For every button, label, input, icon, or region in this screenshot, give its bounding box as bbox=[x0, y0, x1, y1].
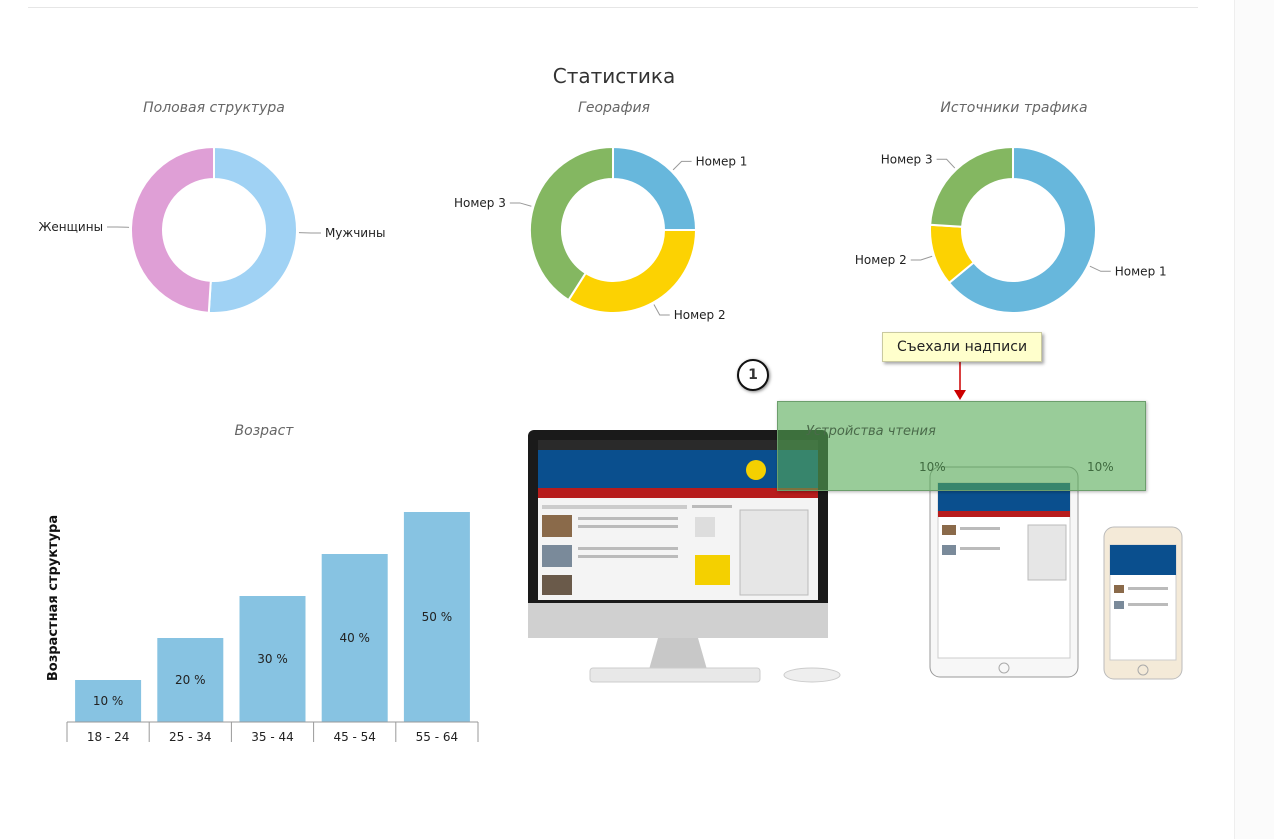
age-bar bbox=[403, 512, 470, 722]
age-bar bbox=[157, 638, 224, 722]
geography-slice bbox=[612, 145, 698, 231]
annotation-callout: Съехали надписи bbox=[882, 332, 1042, 362]
age-tick-label: 18 - 24 bbox=[87, 730, 130, 744]
age-tick-label: 45 - 54 bbox=[333, 730, 376, 744]
geography-slice-label: Номер 3 bbox=[454, 196, 506, 210]
geography-slice-label: Номер 2 bbox=[674, 308, 726, 322]
geography-slice bbox=[529, 145, 614, 302]
gender-slice bbox=[130, 145, 215, 314]
mouse bbox=[783, 667, 841, 683]
age-bar bbox=[75, 680, 142, 722]
age-chart-title: Возраст bbox=[234, 423, 294, 439]
traffic-label-line bbox=[910, 255, 933, 261]
devices-illustration bbox=[528, 430, 1183, 683]
age-tick-label: 35 - 44 bbox=[251, 730, 294, 744]
page-title: Статистика bbox=[552, 64, 676, 88]
keyboard bbox=[589, 667, 761, 683]
geography-label-line bbox=[653, 304, 670, 316]
traffic-donut-chart: Номер 1 Номер 2 Номер 3 bbox=[855, 145, 1167, 314]
age-bar bbox=[321, 554, 388, 722]
age-bar bbox=[239, 596, 306, 722]
geography-chart-title: Георафия bbox=[578, 100, 650, 116]
traffic-slice-label: Номер 3 bbox=[881, 152, 933, 166]
age-bar-value-label: 20 % bbox=[175, 673, 206, 687]
age-bar-value-label: 40 % bbox=[339, 631, 370, 645]
traffic-slice bbox=[929, 145, 1014, 228]
age-tick-label: 55 - 64 bbox=[416, 730, 459, 744]
age-bar-chart: 10 % 18 - 24 20 % 25 - 34 30 % 35 - 44 40 % 45 … bbox=[46, 512, 479, 744]
annotation-marker: 1 bbox=[737, 359, 769, 391]
devices-label-2: 10% bbox=[1087, 460, 1114, 474]
geography-label-line bbox=[672, 160, 692, 171]
age-bar-value-label: 50 % bbox=[422, 610, 453, 624]
gender-donut-chart: Мужчины Женщины bbox=[38, 145, 385, 314]
geography-slice bbox=[567, 229, 698, 314]
geography-donut-chart: Номер 1 Номер 2 Номер 3 bbox=[454, 145, 748, 322]
traffic-label-line bbox=[1089, 265, 1111, 272]
devices-label-1: 10% bbox=[919, 460, 946, 474]
highlight-box bbox=[777, 401, 1146, 491]
gender-slice-label: Женщины bbox=[38, 220, 103, 234]
traffic-label-line bbox=[936, 158, 956, 169]
gender-slice bbox=[207, 145, 298, 314]
geography-slice-label: Номер 1 bbox=[696, 154, 748, 168]
traffic-slice-label: Номер 1 bbox=[1115, 264, 1167, 278]
gender-chart-title: Половая структура bbox=[143, 100, 285, 116]
age-bar-value-label: 10 % bbox=[93, 694, 124, 708]
top-divider bbox=[28, 7, 1198, 8]
age-bar-value-label: 30 % bbox=[257, 652, 288, 666]
gender-slice-label: Мужчины bbox=[325, 226, 385, 240]
decorative-sidebar bbox=[1234, 0, 1274, 839]
traffic-chart-title: Источники трафика bbox=[940, 100, 1088, 116]
geography-label-line bbox=[509, 202, 532, 207]
age-tick-label: 25 - 34 bbox=[169, 730, 212, 744]
devices-title: Устройства чтения bbox=[806, 424, 936, 439]
traffic-slice-label: Номер 2 bbox=[855, 253, 907, 267]
age-y-axis-label: Возрастная структура bbox=[46, 515, 61, 681]
traffic-slice bbox=[947, 145, 1097, 314]
